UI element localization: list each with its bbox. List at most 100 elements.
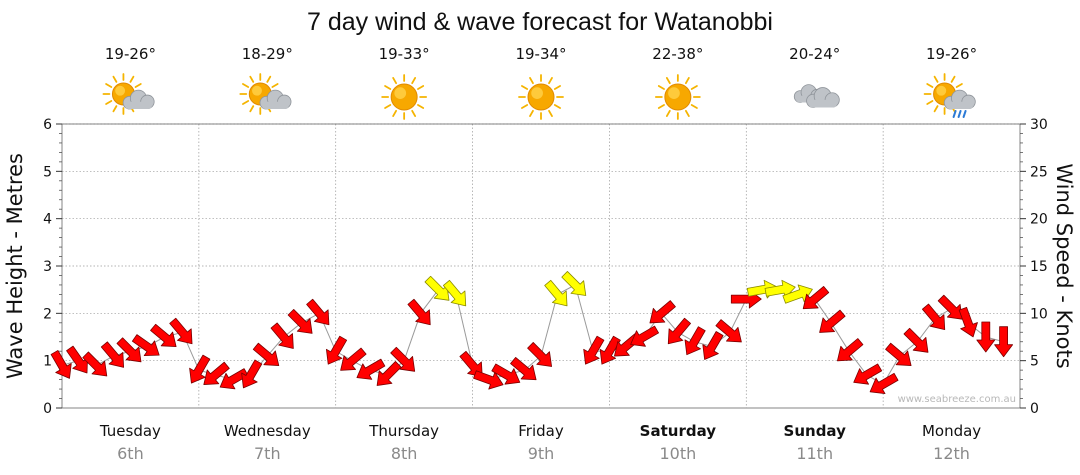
right-tick-label: 25 [1030, 164, 1048, 180]
sun-ray [417, 104, 425, 109]
sun-ray [129, 75, 135, 83]
day-name: Thursday [368, 422, 439, 440]
sun-ray [392, 77, 398, 85]
temp-range: 19-26° [926, 45, 977, 63]
left-tick-label: 3 [43, 259, 52, 275]
sun-ray [665, 77, 671, 85]
day-header: 19-26° 18-29° 19-33° 19-34° 22-38° 20-24° 19-2… [102, 45, 977, 120]
day-name: Wednesday [224, 422, 311, 440]
sun-ray [249, 105, 255, 113]
wind-arrow [340, 347, 367, 371]
partly-cloudy-icon [239, 73, 292, 115]
wind-arrow [510, 356, 537, 381]
cloudy-icon [793, 84, 840, 108]
sun-ray [553, 104, 561, 109]
wind-arrow [326, 335, 348, 365]
left-tick-label: 2 [43, 306, 52, 322]
wind-arrow [491, 363, 521, 385]
sun-ray [242, 100, 250, 105]
sun-ray [657, 85, 665, 90]
wind-arrow [837, 338, 864, 362]
partly-cloudy-icon [102, 73, 155, 115]
sun-ray [684, 77, 690, 85]
left-tick-label: 1 [43, 354, 52, 370]
wind-arrow [252, 342, 280, 366]
wind-arrow [390, 346, 416, 372]
cloud-base [946, 101, 974, 109]
wind-arrows [50, 271, 1013, 394]
wind-arrow [150, 323, 177, 348]
sun-ray [417, 85, 425, 90]
sun-glint [531, 87, 543, 99]
wind-arrow [649, 300, 676, 324]
sun-ray [926, 100, 934, 105]
wind-arrow [219, 368, 249, 390]
watermark: www.seabreeze.com.au [898, 394, 1016, 405]
right-tick-label: 10 [1030, 306, 1048, 322]
left-axis-title: Wave Height - Metres [3, 153, 27, 379]
rain-drop [952, 110, 957, 118]
wind-arrow [869, 372, 899, 394]
wind-arrow [921, 303, 946, 330]
wind-arrow [853, 363, 883, 385]
wind-arrow [527, 342, 553, 367]
wind-arrow [189, 354, 211, 384]
sun-ray [411, 109, 417, 117]
wind-arrow [50, 350, 72, 379]
wind-arrow [667, 317, 692, 345]
right-axis-title: Wind Speed - Knots [1052, 163, 1076, 368]
right-tick-label: 20 [1030, 212, 1048, 228]
sun-glint [252, 85, 262, 96]
right-tick-label: 15 [1030, 259, 1048, 275]
left-tick-label: 0 [43, 401, 52, 417]
wind-arrow [241, 359, 263, 389]
cloud-base [124, 101, 152, 109]
sun-ray [548, 77, 553, 85]
temp-range: 19-26° [105, 45, 156, 63]
wind-arrow [203, 361, 230, 385]
sun-glint [115, 85, 126, 96]
sun-ray [521, 104, 529, 109]
sun-ray [249, 75, 255, 83]
sun-ray [105, 83, 113, 88]
day-date: 12th [933, 444, 970, 463]
sun-ray [112, 75, 118, 83]
day-date: 7th [254, 444, 281, 463]
wind-arrow [885, 342, 912, 366]
day-name: Tuesday [99, 422, 161, 440]
sun-glint [936, 85, 947, 96]
wind-arrow [702, 331, 724, 360]
wind-arrow [169, 317, 193, 345]
wind-arrow [819, 309, 846, 333]
sun-ray [548, 109, 553, 117]
temp-range: 19-33° [379, 45, 430, 63]
sun-ray [950, 75, 956, 83]
sun-ray [690, 85, 698, 90]
day-labels: Tuesday 6th Wednesday 7th Thursday 8th Friday 9… [99, 422, 981, 463]
wind-arrow [937, 294, 963, 320]
sun-ray [384, 104, 392, 109]
right-tick-label: 30 [1030, 117, 1048, 133]
wind-arrow [561, 271, 587, 296]
sun-ray [933, 75, 939, 83]
sun-ray [926, 83, 934, 88]
rain-drop [962, 110, 967, 118]
day-name: Sunday [784, 422, 847, 440]
day-date: 8th [391, 444, 418, 463]
wind-arrow [802, 285, 830, 310]
sun-ray [690, 104, 698, 109]
sunny-icon [654, 74, 701, 120]
right-axis: 0 5 10 15 20 25 30 [1020, 117, 1048, 417]
sun-ray [529, 77, 534, 85]
wind-arrow [376, 361, 402, 386]
day-date: 6th [117, 444, 144, 463]
sun-ray [955, 83, 963, 88]
sun-ray [266, 75, 272, 83]
wind-arrow [715, 319, 742, 343]
day-name: Saturday [640, 422, 717, 440]
wind-arrow [407, 298, 431, 326]
sun-ray [242, 83, 250, 88]
sun-glint [668, 87, 680, 99]
